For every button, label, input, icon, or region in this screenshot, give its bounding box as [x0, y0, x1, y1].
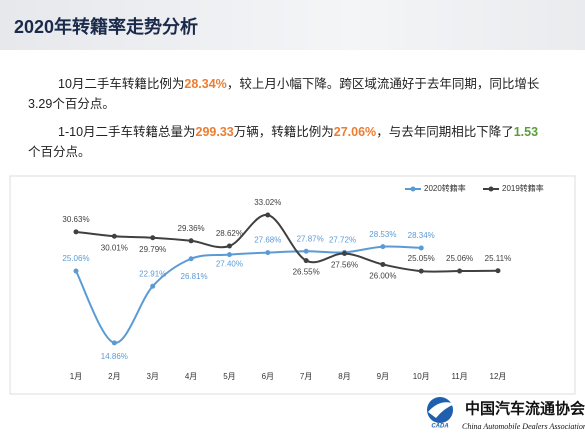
- data-label: 27.72%: [329, 235, 356, 244]
- data-label: 28.34%: [408, 231, 435, 240]
- data-point: [380, 244, 386, 250]
- text-run: 万辆，转籍比例为: [233, 125, 334, 139]
- title: 2020年转籍率走势分析: [14, 17, 199, 37]
- data-label: 22.91%: [139, 269, 166, 278]
- x-tick-label: 2月: [108, 372, 120, 381]
- data-label: 26.00%: [369, 272, 396, 281]
- x-tick-label: 1月: [70, 372, 82, 381]
- data-point: [418, 245, 424, 251]
- data-label: 33.02%: [254, 198, 281, 207]
- data-label: 27.87%: [297, 234, 324, 243]
- data-point: [495, 268, 501, 274]
- logo-swoosh: [428, 402, 455, 418]
- highlight: 299.33: [195, 125, 234, 139]
- data-label: 14.86%: [101, 352, 128, 361]
- legend-label: 2019转籍率: [502, 183, 544, 193]
- data-point: [265, 250, 271, 256]
- highlight: 27.06%: [333, 125, 377, 139]
- data-point: [188, 256, 194, 262]
- legend-marker: [410, 186, 416, 192]
- data-point: [418, 268, 424, 274]
- data-point: [111, 340, 117, 346]
- logo-english: China Automobile Dealers Association: [462, 422, 585, 431]
- highlight: 28.34%: [184, 77, 227, 91]
- text-run: 10月二手车转籍比例为: [58, 77, 185, 91]
- data-point: [303, 258, 309, 264]
- data-label: 29.79%: [139, 245, 166, 254]
- x-tick-label: 10月: [413, 372, 430, 381]
- data-point: [150, 283, 156, 289]
- text-run: 个百分点。: [28, 145, 91, 159]
- data-label: 26.81%: [181, 272, 208, 281]
- series-line: [75, 245, 422, 344]
- x-tick-label: 5月: [223, 372, 235, 381]
- data-point: [111, 233, 117, 239]
- x-tick-label: 6月: [262, 372, 274, 381]
- data-label: 28.62%: [216, 229, 243, 238]
- x-tick-label: 8月: [338, 372, 350, 381]
- data-label: 25.06%: [446, 254, 473, 263]
- data-point: [457, 268, 463, 274]
- x-tick-label: 4月: [185, 372, 197, 381]
- data-point: [226, 252, 232, 258]
- data-point: [303, 248, 309, 254]
- x-tick-label: 12月: [490, 372, 507, 381]
- data-label: 28.53%: [369, 230, 396, 239]
- data-point: [188, 238, 194, 244]
- x-tick-label: 3月: [146, 372, 158, 381]
- data-label: 29.36%: [178, 224, 205, 233]
- highlight: 1.53: [513, 125, 539, 139]
- chart-frame: [9, 175, 576, 395]
- text-run: 1-10月二手车转籍总量为: [58, 125, 196, 139]
- logo-abbr: CADA: [431, 424, 448, 430]
- data-label: 25.06%: [62, 254, 89, 263]
- text-block: 10月二手车转籍比例为28.34%，较上月小幅下降。跨区域流通好于去年同期，同比…: [28, 74, 543, 170]
- data-label: 30.01%: [101, 243, 128, 252]
- data-point: [73, 268, 79, 274]
- header: 2020年转籍率走势分析: [0, 0, 585, 50]
- legend-label: 2020转籍率: [424, 183, 466, 193]
- data-point: [150, 235, 156, 241]
- text-run: ，较上月小幅下降。跨区域流通好于去年同期，同比增长3.29个百分点。: [28, 77, 540, 111]
- x-tick-label: 9月: [377, 372, 389, 381]
- data-point: [265, 212, 271, 218]
- data-label: 30.63%: [62, 215, 89, 224]
- x-tick-label: 7月: [300, 372, 312, 381]
- paragraph: 1-10月二手车转籍总量为299.33万辆，转籍比例为27.06%，与去年同期相…: [28, 122, 543, 162]
- x-tick-label: 11月: [451, 372, 467, 381]
- data-label: 25.05%: [408, 254, 435, 263]
- data-point: [380, 261, 386, 267]
- data-point: [342, 250, 348, 256]
- data-point: [226, 243, 232, 249]
- data-label: 27.56%: [331, 261, 358, 270]
- data-label: 27.68%: [254, 236, 281, 245]
- logo: CADA 中国汽车流通协会 China Automobile Dealers A…: [427, 397, 585, 431]
- paragraph: 10月二手车转籍比例为28.34%，较上月小幅下降。跨区域流通好于去年同期，同比…: [28, 74, 543, 114]
- data-label: 27.40%: [216, 260, 243, 269]
- data-label: 26.55%: [293, 268, 320, 277]
- legend-marker: [488, 186, 494, 192]
- logo-name: 中国汽车流通协会: [465, 399, 585, 417]
- data-point: [73, 229, 79, 235]
- data-label: 25.11%: [485, 254, 512, 263]
- text-run: ，与去年同期相比下降了: [376, 125, 514, 139]
